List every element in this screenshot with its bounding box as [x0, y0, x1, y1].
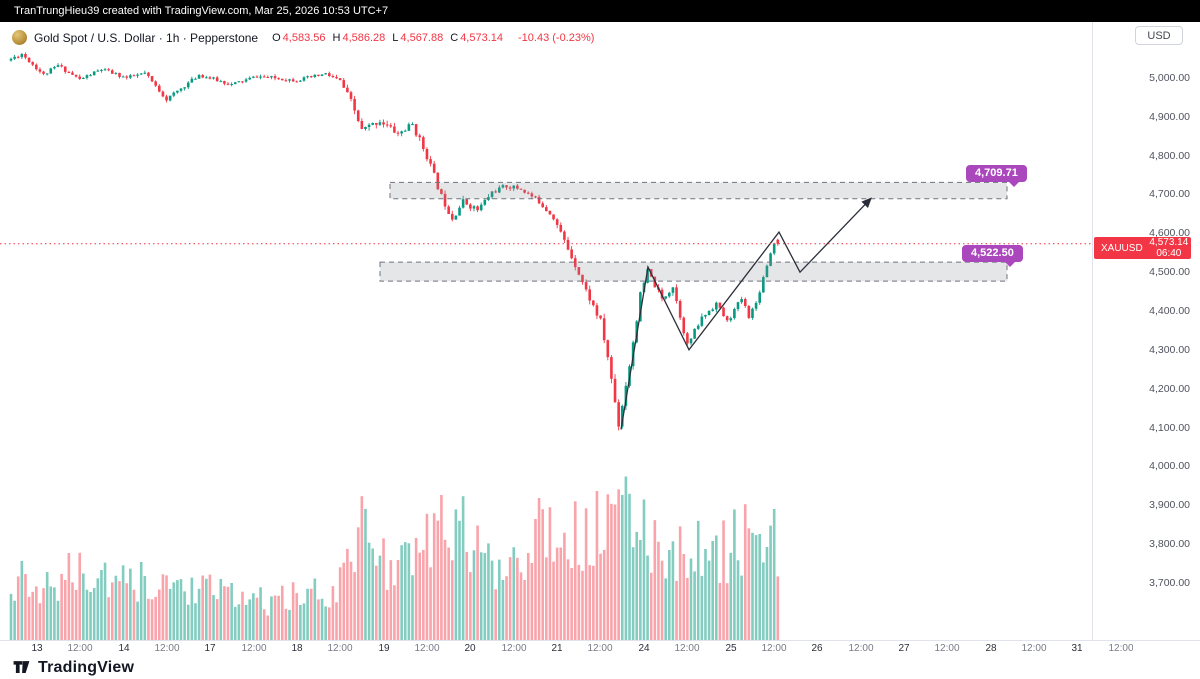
time-axis-label: 12:00	[1108, 643, 1133, 654]
time-axis-label: 12:00	[154, 643, 180, 654]
candlestick-chart[interactable]	[0, 22, 1093, 640]
footer: TradingView	[0, 656, 1200, 679]
time-axis-label: 12:00	[587, 643, 613, 654]
attribution-text: TranTrungHieu39 created with TradingView…	[14, 5, 389, 17]
ohlc-readout: O 4,583.56 H 4,586.28 L 4,567.88 C 4,573.14	[265, 32, 503, 44]
time-axis-label: 13	[31, 643, 43, 654]
price-axis-label: 5,000.00	[1149, 72, 1190, 84]
badge-countdown: 06:40	[1156, 248, 1182, 259]
time-axis-label: 14	[118, 643, 130, 654]
badge-price: 4,573.14	[1149, 237, 1189, 248]
low-label: L	[392, 31, 399, 44]
close-value: 4,573.14	[460, 31, 504, 44]
currency-usd-button[interactable]: USD	[1135, 26, 1183, 45]
price-axis-label: 4,500.00	[1149, 266, 1190, 278]
price-axis-label: 4,300.00	[1149, 344, 1190, 356]
price-axis-label: 4,000.00	[1149, 460, 1190, 472]
time-axis-labels: 13 12:00 14 12:00 17 12:00 18 12:00 19 12:00 20 12:…	[0, 641, 1133, 657]
price-axis-label: 4,800.00	[1149, 150, 1190, 162]
price-level-label-lower[interactable]: 4,522.50	[962, 245, 1023, 267]
time-axis-label: 12:00	[761, 643, 787, 654]
price-axis-label: 3,800.00	[1149, 538, 1190, 550]
symbol-title[interactable]: Gold Spot / U.S. Dollar · 1h · Peppersto…	[34, 30, 259, 45]
time-axis-label: 18	[291, 643, 303, 654]
tradingview-logo-icon[interactable]	[12, 658, 31, 677]
time-axis-label: 12:00	[934, 643, 960, 654]
time-axis-label: 12:00	[67, 643, 93, 654]
symbol-logo-icon	[12, 30, 27, 45]
price-axis-label: 4,700.00	[1149, 188, 1190, 200]
time-axis-label: 20	[464, 643, 476, 654]
time-axis-label: 12:00	[848, 643, 874, 654]
price-axis-label: 3,700.00	[1149, 577, 1190, 589]
time-axis-label: 31	[1071, 643, 1083, 654]
time-axis-label: 12:00	[1021, 643, 1047, 654]
price-axis-label: 3,900.00	[1149, 499, 1190, 511]
time-axis-label: 12:00	[674, 643, 700, 654]
time-axis-label: 25	[725, 643, 737, 654]
time-axis-label: 12:00	[501, 643, 527, 654]
current-price-badge: XAUUSD 4,573.14 06:40	[1094, 237, 1191, 259]
price-axis-label: 4,900.00	[1149, 111, 1190, 123]
time-axis-label: 24	[638, 643, 650, 654]
open-value: 4,583.56	[282, 31, 326, 44]
time-axis-label: 12:00	[327, 643, 353, 654]
price-axis-label: 4,100.00	[1149, 422, 1190, 434]
tradingview-wordmark[interactable]: TradingView	[38, 658, 135, 676]
close-label: C	[450, 31, 459, 44]
time-axis-label: 19	[378, 643, 390, 654]
badge-symbol: XAUUSD	[1101, 242, 1143, 254]
high-label: H	[332, 31, 341, 44]
time-axis-label: 27	[898, 643, 910, 654]
attribution-bar: TranTrungHieu39 created with TradingView…	[0, 0, 1200, 22]
price-axis-label: 4,200.00	[1149, 383, 1190, 395]
time-axis[interactable]: 13 12:00 14 12:00 17 12:00 18 12:00 19 12:00 20 12:…	[0, 640, 1200, 656]
time-axis-label: 12:00	[414, 643, 440, 654]
time-axis-label: 21	[551, 643, 563, 654]
price-axis-label: 4,400.00	[1149, 305, 1190, 317]
chart-area[interactable]: Gold Spot / U.S. Dollar · 1h · Peppersto…	[0, 22, 1200, 640]
time-axis-label: 28	[985, 643, 997, 654]
time-axis-label: 26	[811, 643, 823, 654]
price-level-label-upper[interactable]: 4,709.71	[966, 165, 1027, 187]
chart-legend: Gold Spot / U.S. Dollar · 1h · Peppersto…	[12, 30, 594, 45]
time-axis-label: 17	[204, 643, 216, 654]
high-value: 4,586.28	[342, 31, 386, 44]
price-axis[interactable]: USD 5,000.00 4,900.00 4,800.00 4,700.00 4,60…	[1092, 22, 1200, 640]
low-value: 4,567.88	[400, 31, 444, 44]
price-change: -10.43 (-0.23%)	[518, 31, 595, 44]
time-axis-label: 12:00	[241, 643, 267, 654]
open-label: O	[272, 31, 281, 44]
price-axis-label: 4,600.00	[1149, 227, 1190, 239]
